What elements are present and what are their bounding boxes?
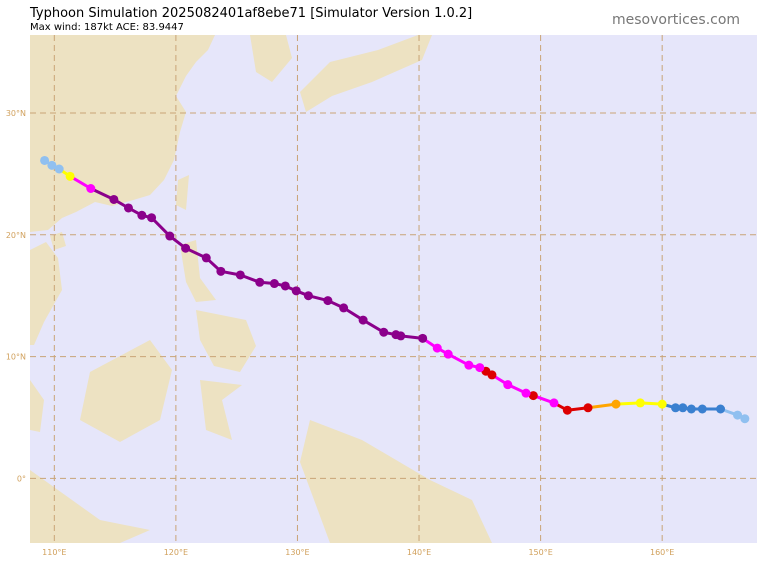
track-point [611,399,621,409]
track [40,155,750,424]
sumatra-java [30,470,150,543]
lon-tick-label: 110°E [42,548,66,557]
track-point [583,403,593,413]
track-point [109,194,119,204]
sulawesi [200,380,242,440]
track-point [54,164,64,174]
track-point [40,155,50,165]
track-point [671,403,681,413]
track-point [147,213,157,223]
track-point [280,281,290,291]
subtitle: Max wind: 187kt ACE: 83.9447 [30,22,184,33]
track-point [165,231,175,241]
track-point [635,398,645,408]
korea [250,35,292,82]
lat-tick-label: 0° [17,474,26,483]
track-point [443,349,453,359]
lat-tick-label: 30°N [6,109,26,118]
borneo [80,340,172,442]
lon-tick-label: 150°E [528,548,552,557]
track-segment [586,402,618,410]
malaya [30,380,44,432]
track-point [686,404,696,414]
japan [300,35,432,112]
track-point [521,388,531,398]
track-point [291,286,301,296]
track-point [503,380,513,390]
track-point [549,398,559,408]
track-point [216,266,226,276]
lat-tick-label: 20°N [6,231,26,240]
track-point [733,410,743,420]
track-point [235,270,245,280]
track-point [339,303,349,313]
title: Typhoon Simulation 2025082401af8ebe71 [S… [29,6,472,21]
track-point [391,330,401,340]
track-point [697,404,707,414]
luzon [180,240,216,302]
track-point [379,327,389,337]
track-point [678,403,688,413]
site-label: mesovortices.com [612,12,740,28]
tick-labels: 110°E 120°E 130°E 140°E 150°E 160°E 0° 10°N 20°N… [6,109,675,557]
track-point [464,360,474,370]
track-point [740,414,750,424]
asia-mainland [30,35,215,232]
track-point [562,405,572,415]
track-point [123,203,133,213]
lat-tick-label: 10°N [6,353,26,362]
track-point [65,171,75,181]
track-point [181,243,191,253]
taiwan [176,175,189,210]
track-point [418,333,428,343]
track-point [303,291,313,301]
track-point [528,391,538,401]
track-point [716,404,726,414]
lon-tick-label: 160°E [650,548,674,557]
track-point [432,343,442,353]
track-point [47,160,57,170]
track-point [86,183,96,193]
track-point [255,277,265,287]
new-guinea [300,420,492,543]
track-point [475,363,485,373]
track-point [137,210,147,220]
track-point [323,296,333,306]
lon-tick-label: 130°E [285,548,309,557]
lon-tick-label: 140°E [407,548,431,557]
track-point [269,279,279,289]
lon-tick-label: 120°E [164,548,188,557]
track-point [358,315,368,325]
track-point [201,253,211,263]
track-point [657,399,667,409]
